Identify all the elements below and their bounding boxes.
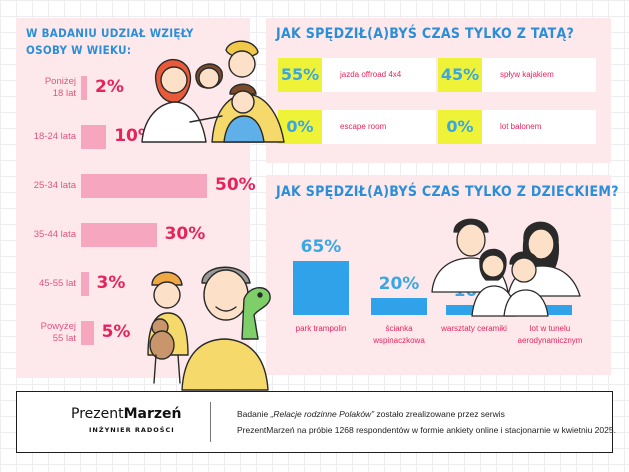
dad-activity-label: jazda offroad 4x4: [340, 70, 402, 79]
footer-line-2: PrezentMarzeń na próbie 1268 respondentó…: [237, 425, 616, 435]
age-bar: [81, 76, 87, 100]
footer: PrezentMarzeń INŻYNIER RADOŚCI Badanie „…: [16, 391, 616, 453]
dad-activity-label: escape room: [340, 122, 387, 131]
dad-activity-label: lot balonem: [500, 122, 542, 131]
footer-line-1: Badanie „Relacje rodzinne Polaków” zosta…: [237, 409, 505, 419]
age-label: Powyżej 55 lat: [40, 321, 76, 344]
age-value: 2%: [95, 77, 124, 97]
age-bar: [81, 125, 107, 149]
dad-activity-value: 0%: [278, 110, 322, 144]
age-value: 30%: [164, 224, 206, 244]
logo-text-part2: Marzeń: [123, 406, 182, 422]
logo-tagline: INŻYNIER RADOŚCI: [89, 426, 175, 434]
dad-panel: JAK SPĘDZIŁ(A)BYŚ CZAS TYLKO Z TATĄ? 55%…: [266, 18, 611, 163]
child-bar: [293, 261, 349, 315]
age-bar: [81, 223, 157, 247]
age-label: 35-44 lata: [33, 229, 76, 240]
footer-study-title: „Relacje rodzinne Polaków”: [270, 409, 375, 419]
child-bar: [528, 305, 572, 315]
child-bar-label: lot w tunelu aerodynamicznym: [517, 324, 583, 345]
dad-panel-title: JAK SPĘDZIŁ(A)BYŚ CZAS TYLKO Z TATĄ?: [276, 26, 575, 42]
age-label: 25-34 lata: [33, 180, 76, 191]
footer-line-1-prefix: Badanie: [237, 409, 271, 419]
age-bar: [81, 272, 89, 296]
child-bar-label: warsztaty ceramiki: [441, 324, 507, 333]
child-bar-value: 20%: [378, 274, 420, 295]
dad-activity-value: 55%: [278, 58, 322, 92]
age-panel-title: W BADANIU UDZIAŁ WZIĘŁY OSOBY W WIEKU:: [26, 26, 194, 57]
child-bar-value: 65%: [300, 237, 342, 257]
dad-activity-label: spływ kajakiem: [500, 70, 554, 79]
age-bar: [81, 174, 207, 198]
footer-divider: [210, 402, 211, 442]
family-illustration: [141, 40, 285, 143]
age-label: Poniżej 18 lat: [44, 76, 76, 99]
dad-activity-box: 0% lot balonem: [438, 110, 596, 144]
dad-activity-box: 45% spływ kajakiem: [438, 58, 596, 92]
child-bar-label: ścianka wspinaczkowa: [373, 324, 425, 345]
brand-logo[interactable]: PrezentMarzeń: [71, 406, 182, 422]
dad-activity-value: 0%: [438, 110, 482, 144]
logo-text-part1: Prezent: [71, 406, 124, 422]
parents-children-illustration: [431, 218, 581, 317]
dad-activity-value: 45%: [438, 58, 482, 92]
father-son-illustration: [147, 266, 271, 391]
child-bar-label: park trampolin: [295, 324, 347, 333]
dad-activity-box: 0% escape room: [278, 110, 436, 144]
age-value: 3%: [96, 273, 126, 293]
age-bar: [81, 321, 94, 345]
age-label: 45-55 lat: [39, 278, 76, 289]
child-panel-title: JAK SPĘDZIŁ(A)BYŚ CZAS TYLKO Z DZIECKIEM…: [276, 184, 619, 200]
age-value: 5%: [101, 322, 131, 342]
age-value: 50%: [215, 175, 256, 195]
footer-line-1-suffix: zostało zrealizowane przez serwis: [374, 409, 505, 419]
age-label: 18-24 lata: [33, 131, 76, 142]
child-bar: [371, 298, 427, 315]
dad-activity-box: 55% jazda offroad 4x4: [278, 58, 436, 92]
